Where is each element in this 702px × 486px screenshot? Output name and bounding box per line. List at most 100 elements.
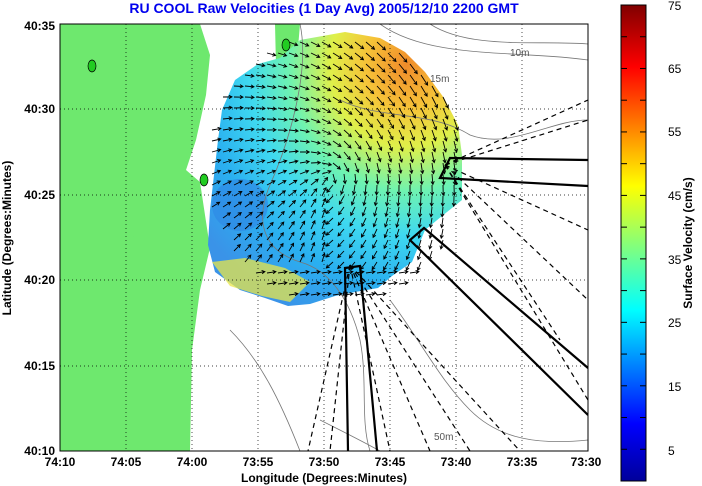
velocity-vector (325, 228, 334, 236)
velocity-vector (321, 41, 332, 48)
contour-label: 15m (430, 74, 449, 85)
velocity-vector (266, 253, 273, 263)
velocity-vector (406, 217, 411, 229)
velocity-vector (343, 63, 354, 71)
plot-area: 10m 15m 50m (59, 23, 589, 452)
velocity-vector (266, 243, 274, 252)
x-tick-label: 73:50 (309, 455, 340, 469)
velocity-vector (376, 151, 382, 163)
colorbar-tick-label: 45 (668, 189, 682, 203)
velocity-vector (343, 41, 354, 49)
velocity-vector (420, 85, 428, 97)
velocity-vector (310, 178, 319, 186)
velocity-vector (244, 222, 253, 230)
velocity-vector (277, 128, 288, 133)
velocity-vector (288, 281, 299, 286)
velocity-vector (332, 74, 343, 81)
velocity-vector (398, 107, 406, 119)
velocity-vector (288, 159, 299, 164)
velocity-vector (255, 127, 266, 132)
velocity-vector (310, 230, 316, 241)
velocity-vector (394, 250, 400, 261)
velocity-vector (321, 162, 333, 167)
velocity-vector (453, 162, 458, 175)
velocity-vector (244, 211, 253, 219)
velocity-vector (376, 162, 381, 174)
velocity-vector (398, 151, 404, 163)
velocity-vector (277, 281, 288, 286)
velocity-vector (255, 169, 266, 175)
velocity-vector (376, 85, 385, 95)
colorbar-tick-label: 75 (668, 0, 682, 13)
velocity-vector (376, 129, 383, 140)
velocity-vector (321, 208, 327, 219)
velocity-vector (354, 281, 365, 286)
velocity-vector (277, 52, 288, 57)
velocity-vector (244, 190, 254, 197)
velocity-vector (299, 179, 309, 186)
velocity-vector (321, 186, 327, 197)
velocity-vector (277, 210, 285, 219)
velocity-vector (373, 206, 378, 218)
velocity-vector (340, 184, 345, 196)
velocity-vector (244, 201, 254, 208)
velocity-vector (310, 96, 321, 102)
velocity-vector (266, 74, 277, 79)
velocity-vector (277, 74, 288, 79)
velocity-vector (398, 52, 408, 63)
velocity-vector (255, 211, 264, 219)
velocity-vector (431, 140, 437, 153)
y-tick-label: 40:35 (24, 19, 55, 33)
velocity-vector (376, 96, 385, 107)
velocity-vector (420, 107, 427, 120)
velocity-vector (288, 253, 294, 263)
y-tick-label: 40:20 (24, 273, 55, 287)
velocity-vector (439, 239, 444, 250)
velocity-vector (266, 281, 277, 286)
velocity-vector (419, 184, 424, 197)
velocity-vector (288, 52, 299, 58)
velocity-vector (409, 151, 414, 164)
velocity-vector (244, 127, 255, 132)
colorbar-tick-label: 15 (668, 380, 682, 394)
velocity-vector (354, 85, 364, 94)
velocity-vector (255, 243, 263, 252)
velocity-vector (409, 96, 417, 108)
velocity-vector (288, 63, 299, 69)
velocity-vector (418, 195, 423, 207)
velocity-vector (354, 270, 365, 275)
velocity-vector (266, 95, 277, 100)
velocity-vector (365, 85, 375, 95)
velocity-vector (409, 74, 418, 86)
velocity-vector (332, 162, 342, 170)
velocity-vector (364, 173, 369, 185)
velocity-vector (332, 41, 343, 49)
velocity-vector (405, 239, 411, 250)
velocity-vector (396, 195, 401, 207)
velocity-vector (365, 41, 376, 50)
velocity-vector (365, 74, 375, 84)
velocity-vector (255, 138, 266, 143)
velocity-vector (233, 169, 244, 175)
velocity-vector (398, 96, 406, 108)
site-marker (87, 59, 97, 73)
velocity-vector (321, 219, 326, 230)
velocity-vector (325, 261, 334, 269)
velocity-vector (387, 96, 396, 107)
velocity-vector (354, 292, 365, 297)
velocity-vector (288, 189, 297, 197)
velocity-vector (351, 184, 357, 196)
velocity-vector (244, 84, 255, 89)
y-tick-label: 40:10 (24, 444, 55, 458)
velocity-vector (417, 239, 422, 250)
site-markers (87, 38, 291, 187)
velocity-vector (365, 292, 376, 297)
velocity-vector (376, 281, 387, 286)
velocity-vector (288, 220, 295, 230)
velocity-vector (277, 169, 288, 175)
velocity-vector (332, 129, 342, 136)
velocity-vector (310, 63, 321, 69)
velocity-vector (244, 180, 254, 186)
velocity-vector (405, 261, 411, 272)
velocity-vector (277, 232, 284, 241)
